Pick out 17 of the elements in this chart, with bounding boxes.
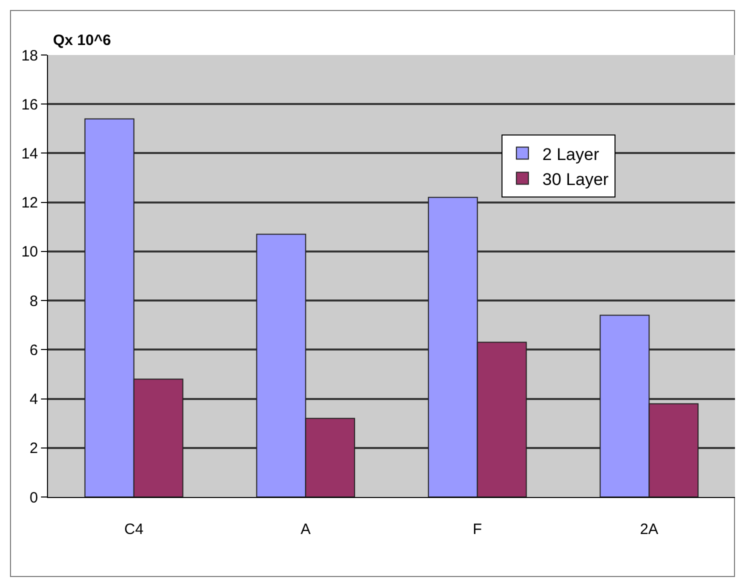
legend-label: 30 Layer [542, 170, 609, 189]
y-tick-label: 6 [30, 342, 38, 359]
y-axis-title: Qx 10^6 [53, 32, 111, 49]
y-tick-label: 18 [21, 47, 38, 64]
y-tick-label: 2 [30, 440, 38, 458]
x-tick-label: A [300, 521, 311, 538]
y-tick-label: 12 [21, 194, 38, 212]
x-tick-label: F [472, 521, 482, 538]
legend-label: 2 Layer [542, 144, 600, 164]
y-tick-label: 8 [30, 292, 38, 310]
y-tick-label: 16 [21, 96, 38, 114]
x-tick-label: C4 [124, 521, 144, 538]
y-tick-label: 10 [21, 244, 38, 261]
y-tick-label: 0 [30, 489, 38, 506]
x-tick-label: 2A [640, 521, 658, 538]
y-tick-label: 14 [21, 145, 38, 162]
y-tick-label: 4 [30, 391, 38, 408]
